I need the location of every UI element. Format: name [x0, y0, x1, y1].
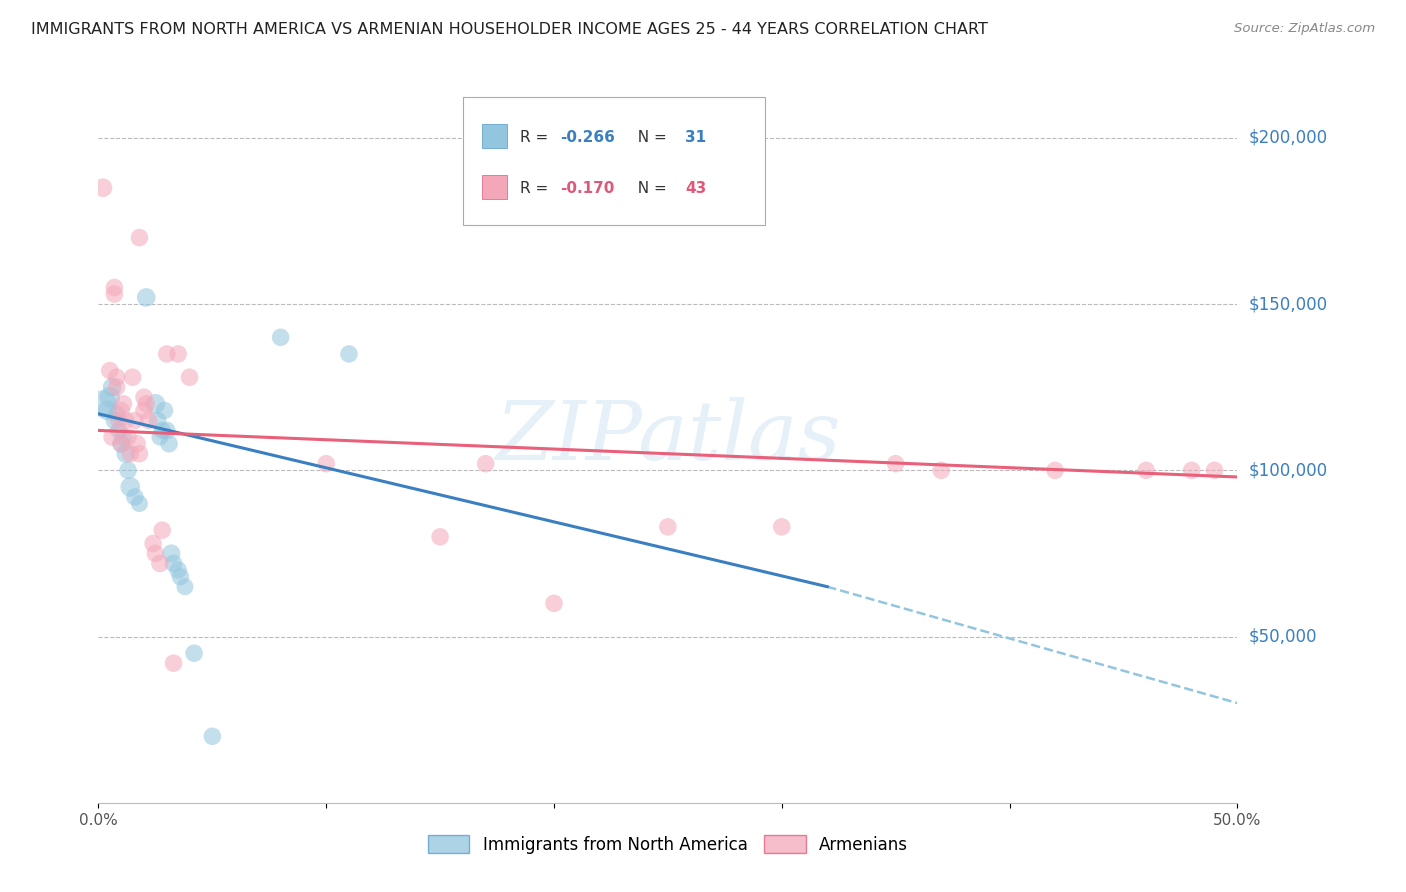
Point [169, 570, 191, 584]
Point [179, 370, 201, 384]
Point [1043, 463, 1066, 477]
Point [110, 436, 132, 450]
Point [112, 430, 135, 444]
Text: $150,000: $150,000 [1249, 295, 1327, 313]
Point [167, 347, 190, 361]
Point [929, 463, 952, 477]
Text: N =: N = [628, 181, 672, 196]
Text: Source: ZipAtlas.com: Source: ZipAtlas.com [1234, 22, 1375, 36]
Point [146, 413, 169, 427]
Point [132, 390, 155, 404]
Point [105, 380, 128, 394]
Point [114, 413, 136, 427]
Point [135, 290, 157, 304]
Point [153, 403, 176, 417]
Text: $100,000: $100,000 [1249, 461, 1327, 479]
Point [103, 287, 125, 301]
Text: R =: R = [520, 181, 553, 196]
Point [103, 280, 125, 294]
Text: $50,000: $50,000 [1249, 628, 1317, 646]
Text: -0.266: -0.266 [560, 129, 614, 145]
Point [103, 413, 125, 427]
Point [162, 557, 184, 571]
Text: IMMIGRANTS FROM NORTH AMERICA VS ARMENIAN HOUSEHOLDER INCOME AGES 25 - 44 YEARS : IMMIGRANTS FROM NORTH AMERICA VS ARMENIA… [31, 22, 988, 37]
Point [105, 407, 128, 421]
Point [156, 347, 179, 361]
Point [98, 363, 121, 377]
Point [138, 413, 160, 427]
Point [114, 447, 136, 461]
Point [142, 536, 165, 550]
Point [105, 370, 128, 384]
Point [135, 397, 157, 411]
Point [91, 180, 114, 194]
Point [160, 546, 183, 560]
Point [145, 397, 167, 411]
Point [315, 457, 337, 471]
Point [112, 397, 135, 411]
Point [96, 403, 118, 417]
Point [149, 430, 172, 444]
Point [91, 397, 114, 411]
Point [150, 523, 173, 537]
Point [132, 403, 155, 417]
Text: 43: 43 [685, 181, 706, 196]
Point [108, 413, 131, 427]
Point [884, 457, 907, 471]
Point [124, 413, 146, 427]
FancyBboxPatch shape [482, 124, 508, 148]
Point [167, 563, 190, 577]
Point [157, 436, 180, 450]
Point [149, 557, 172, 571]
Point [162, 656, 184, 670]
Point [150, 424, 173, 438]
Point [98, 390, 121, 404]
Point [110, 436, 132, 450]
Point [128, 497, 150, 511]
Text: N =: N = [628, 129, 672, 145]
Point [101, 430, 124, 444]
Point [145, 546, 167, 560]
Point [474, 457, 496, 471]
Point [120, 447, 142, 461]
Point [174, 580, 197, 594]
Text: 31: 31 [685, 129, 706, 145]
Point [101, 380, 124, 394]
Text: ZIPatlas: ZIPatlas [495, 397, 841, 477]
Point [770, 520, 793, 534]
Point [1204, 463, 1226, 477]
Point [120, 480, 142, 494]
Point [1135, 463, 1157, 477]
Point [110, 403, 132, 417]
Legend: Immigrants from North America, Armenians: Immigrants from North America, Armenians [420, 829, 915, 860]
Point [121, 370, 143, 384]
Text: -0.170: -0.170 [560, 181, 614, 196]
Point [156, 424, 179, 438]
Point [337, 347, 360, 361]
Point [128, 447, 150, 461]
Point [270, 330, 292, 344]
Point [429, 530, 451, 544]
Text: $200,000: $200,000 [1249, 128, 1327, 147]
Point [124, 490, 146, 504]
Point [108, 424, 131, 438]
Text: R =: R = [520, 129, 553, 145]
FancyBboxPatch shape [463, 97, 765, 225]
FancyBboxPatch shape [482, 175, 508, 200]
Point [128, 230, 150, 244]
Point [117, 463, 139, 477]
Point [1181, 463, 1204, 477]
Point [183, 646, 205, 660]
Point [657, 520, 679, 534]
Point [201, 729, 224, 743]
Point [127, 436, 149, 450]
Point [543, 596, 565, 610]
Point [117, 430, 139, 444]
